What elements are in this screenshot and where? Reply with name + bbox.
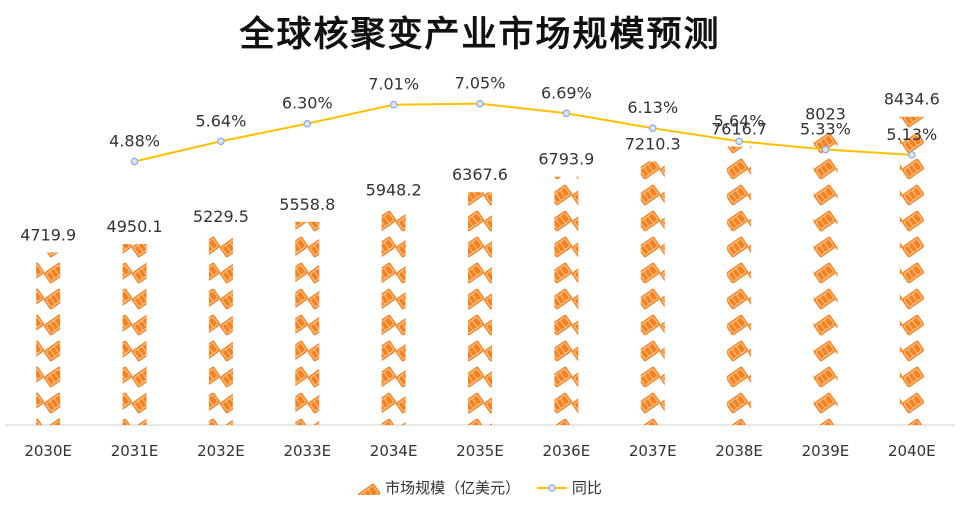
x-tick-label: 2032E [197, 442, 245, 460]
yoy-value-label: 7.05% [455, 74, 506, 93]
yoy-point [648, 124, 657, 133]
legend-line-label: 同比 [571, 479, 602, 497]
bar-2033E [295, 221, 320, 425]
bar-2030E [36, 252, 61, 425]
data-labels: 4719.9 4950.1 5229.5 5558.8 5948.2 6367.6 6793… [20, 74, 940, 245]
bar-value-label: 6793.9 [538, 150, 594, 169]
yoy-point [908, 151, 916, 159]
bar-value-label: 4719.9 [20, 225, 76, 244]
yoy-point [130, 157, 139, 166]
bar-series [36, 116, 924, 426]
bar-value-label: 5229.5 [193, 207, 249, 226]
bar-value-label: 6367.6 [452, 165, 508, 184]
bar-2040E [899, 116, 924, 425]
chart-title: 全球核聚变产业市场规模预测 [239, 15, 721, 55]
chart-plot-area: 4719.9 4950.1 5229.5 5558.8 5948.2 6367.6 6793… [5, 74, 955, 460]
bar-value-label: 5948.2 [366, 181, 422, 200]
x-tick-label: 2038E [715, 442, 763, 460]
bar-value-label: 7210.3 [625, 134, 681, 153]
bar-2034E [381, 207, 406, 425]
bar-value-label: 8023 [805, 105, 846, 124]
x-tick-label: 2035E [456, 442, 504, 460]
yoy-value-label: 7.01% [368, 75, 419, 94]
x-tick-label: 2034E [370, 442, 418, 460]
yoy-value-label: 6.30% [282, 94, 333, 113]
yoy-value-label: 4.88% [109, 132, 160, 151]
bar-2031E [122, 244, 147, 425]
bar-value-label: 4950.1 [107, 217, 163, 236]
legend: 市场规模（亿美元） 同比 [0, 477, 960, 498]
bar-2037E [640, 161, 665, 426]
legend-line-swatch-icon [536, 483, 567, 492]
legend-bar-swatch-icon [358, 480, 381, 495]
bar-2038E [727, 146, 752, 425]
x-tick-label: 2033E [283, 442, 331, 460]
x-tick-label: 2040E [888, 442, 936, 460]
bar-2032E [208, 233, 233, 425]
yoy-value-label: 5.64% [714, 111, 765, 130]
bar-2035E [468, 192, 492, 425]
yoy-value-label: 5.33% [800, 120, 851, 139]
bar-2036E [554, 176, 579, 425]
x-tick-label: 2030E [24, 442, 72, 460]
yoy-point [821, 145, 830, 154]
yoy-point [735, 137, 743, 146]
legend-item-bar: 市场规模（亿美元） [358, 477, 520, 498]
yoy-line [134, 102, 912, 163]
x-tick-label: 2036E [543, 442, 591, 460]
yoy-point [476, 99, 484, 108]
bar-2039E [813, 131, 838, 425]
legend-item-line: 同比 [536, 477, 602, 498]
x-tick-label: 2039E [802, 442, 850, 460]
bar-value-label: 7616.7 [711, 120, 767, 139]
yoy-point [217, 137, 225, 146]
yoy-point [562, 109, 571, 118]
yoy-value-label: 6.13% [627, 98, 678, 117]
bar-value-label: 8434.6 [884, 90, 940, 109]
x-tick-label: 2037E [629, 442, 677, 460]
legend-bar-label: 市场规模（亿美元） [385, 479, 521, 497]
bar-value-label: 5558.8 [279, 195, 335, 214]
yoy-point [303, 119, 312, 128]
yoy-point [389, 100, 398, 109]
yoy-value-label: 5.64% [195, 111, 246, 130]
yoy-value-label: 5.13% [886, 125, 937, 144]
x-tick-label: 2031E [111, 442, 159, 460]
yoy-value-label: 6.69% [541, 83, 592, 102]
line-series [130, 99, 916, 166]
x-axis-tick-labels: 2030E 2031E 2032E 2033E 2034E 2035E 2036E 2037E… [24, 442, 935, 460]
